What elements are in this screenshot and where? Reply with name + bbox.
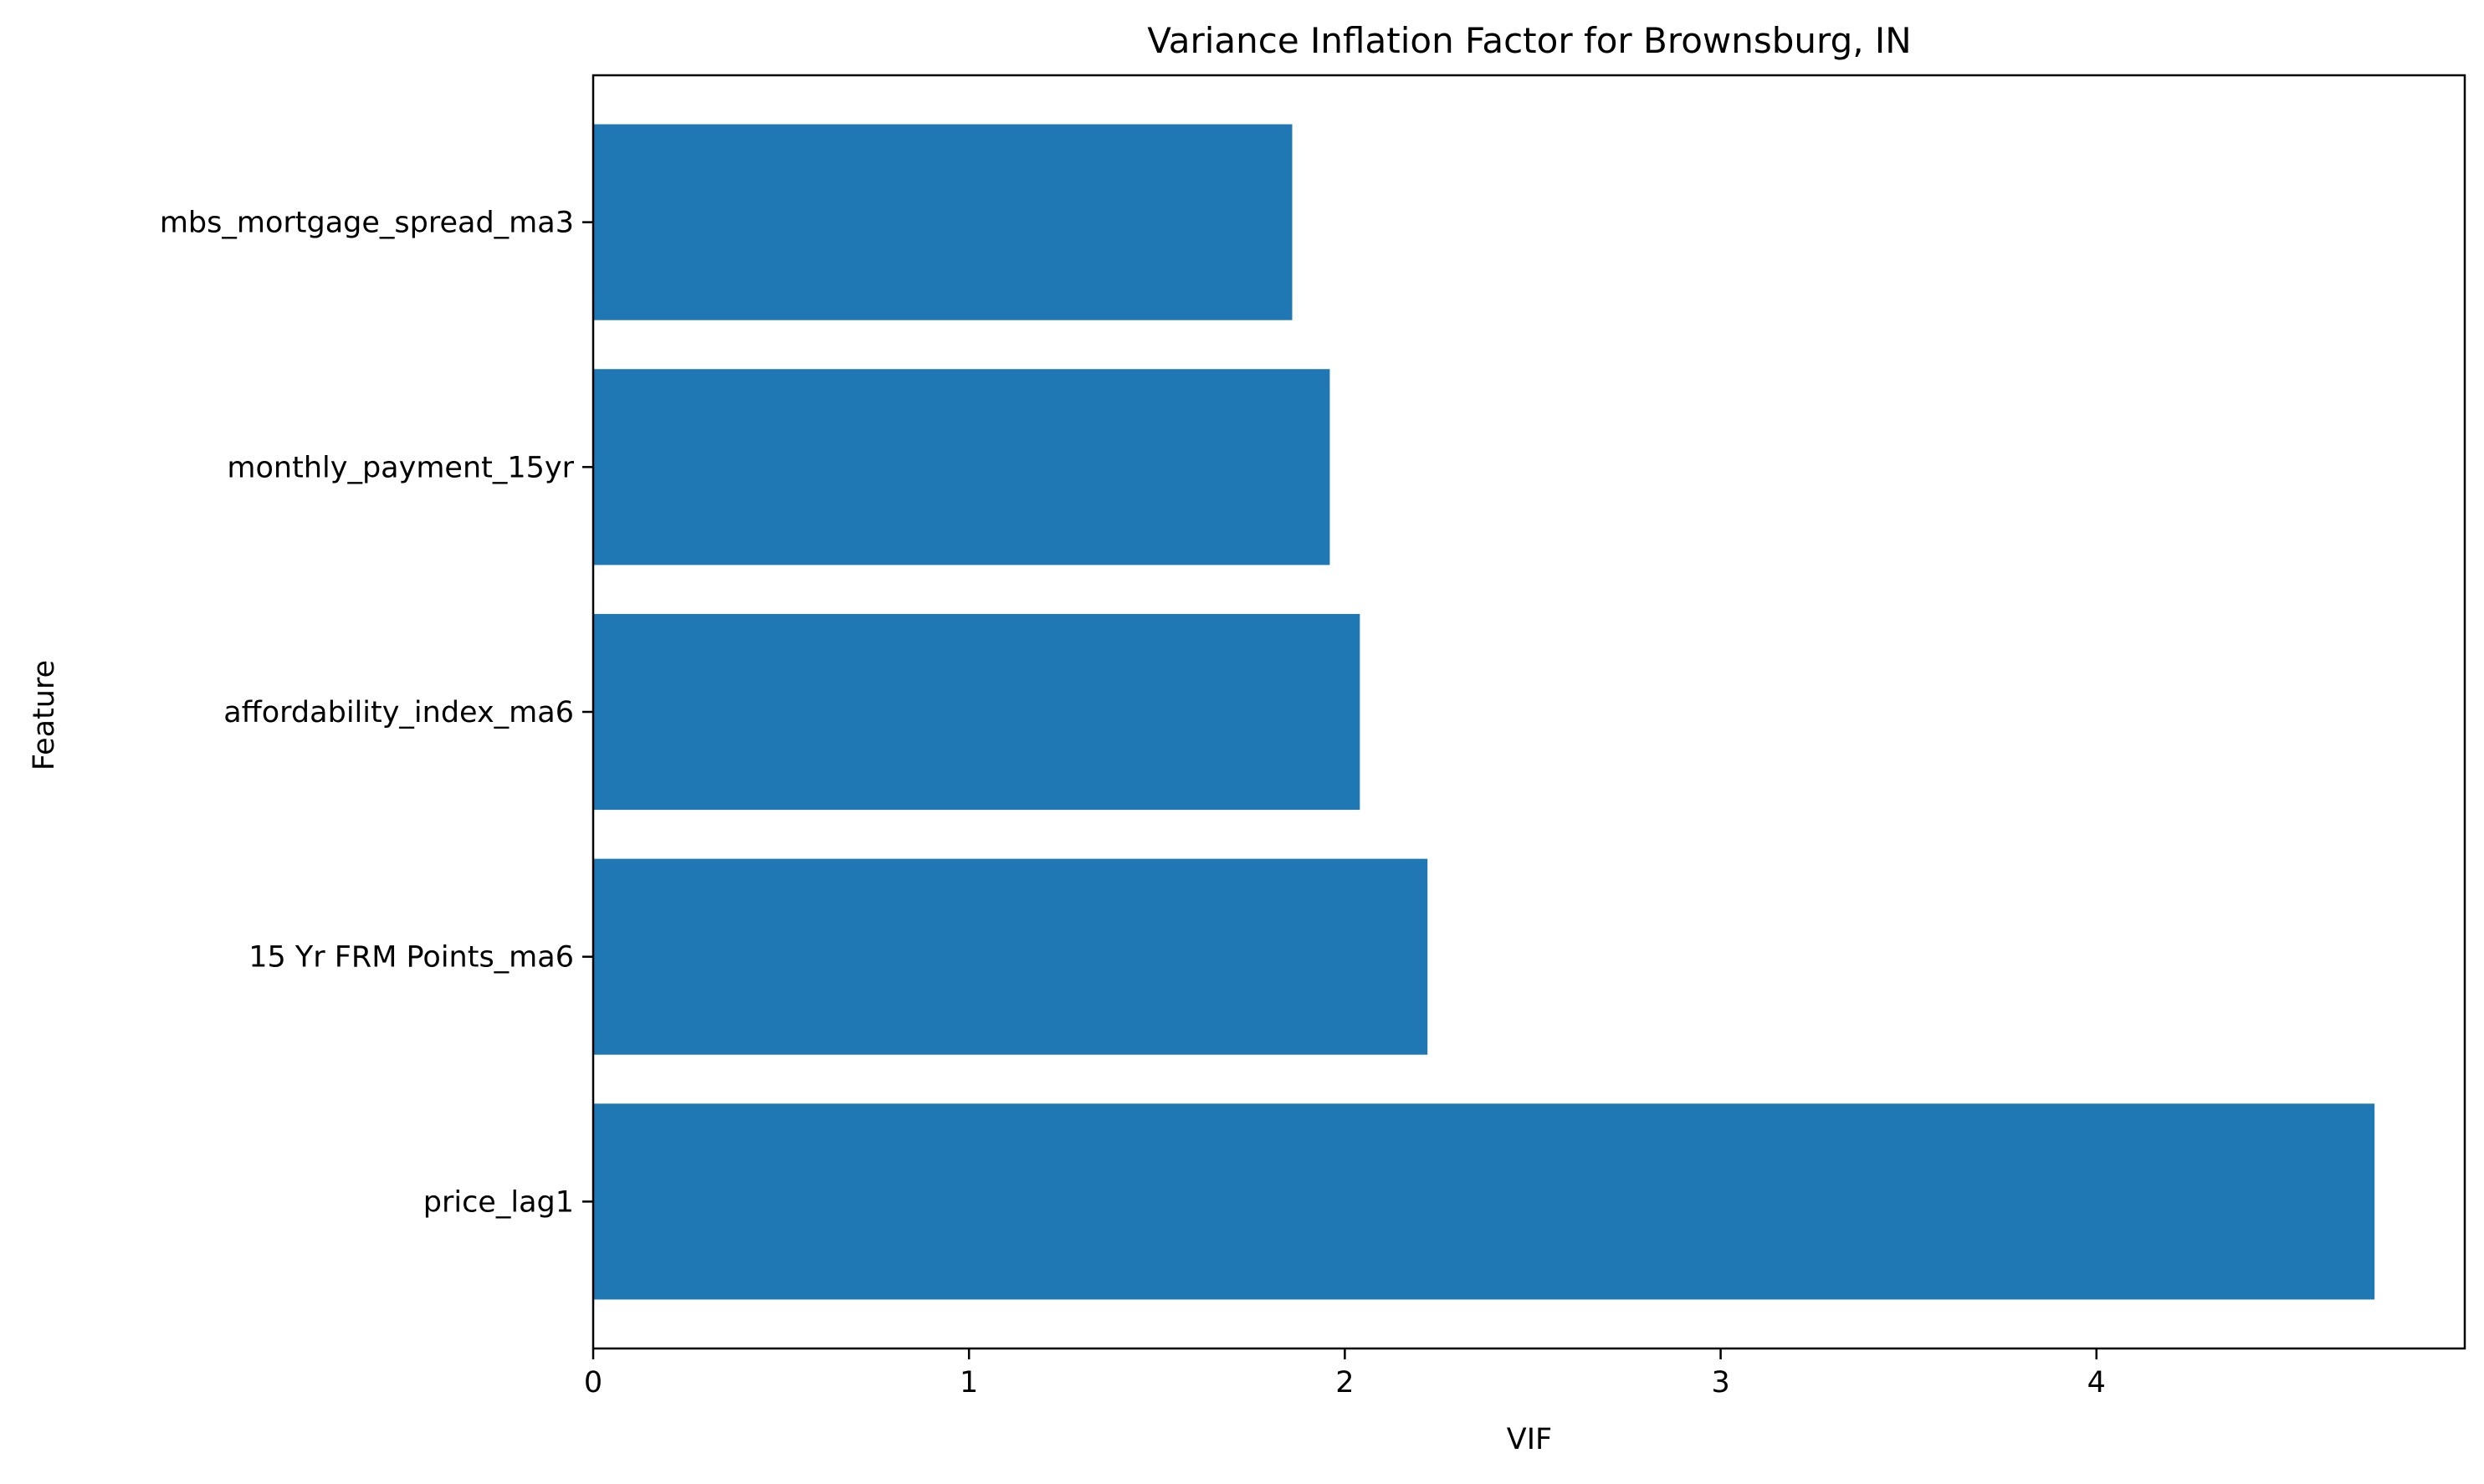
y-tick-label: affordability_index_ma6	[223, 696, 574, 729]
x-tick-label: 1	[960, 1366, 978, 1400]
bar-monthly-payment-15yr	[593, 369, 1330, 565]
bar-15-yr-frm-points-ma6	[593, 858, 1428, 1055]
x-tick-label: 4	[2087, 1366, 2106, 1400]
x-axis-label: VIF	[1507, 1423, 1552, 1456]
bars-group	[593, 124, 2375, 1300]
y-tick-label: price_lag1	[423, 1185, 574, 1219]
y-tick-label: 15 Yr FRM Points_ma6	[248, 941, 574, 975]
bar-mbs-mortgage-spread-ma3	[593, 124, 1293, 320]
x-tick-label: 2	[1335, 1366, 1354, 1400]
chart-title: Variance Inflation Factor for Brownsburg…	[1147, 20, 1911, 61]
y-tick-label: monthly_payment_15yr	[227, 451, 574, 484]
y-axis-label: Feature	[28, 660, 61, 770]
x-tick-label: 0	[584, 1366, 602, 1400]
bar-affordability-index-ma6	[593, 613, 1360, 811]
y-tick-label: mbs_mortgage_spread_ma3	[160, 207, 574, 240]
x-axis-ticks: 0 1 2 3 4	[584, 1348, 2106, 1400]
y-axis-ticks: price_lag1 15 Yr FRM Points_ma6 affordabil…	[160, 207, 593, 1219]
x-tick-label: 3	[1711, 1366, 1729, 1400]
bar-price-lag1	[593, 1103, 2375, 1300]
